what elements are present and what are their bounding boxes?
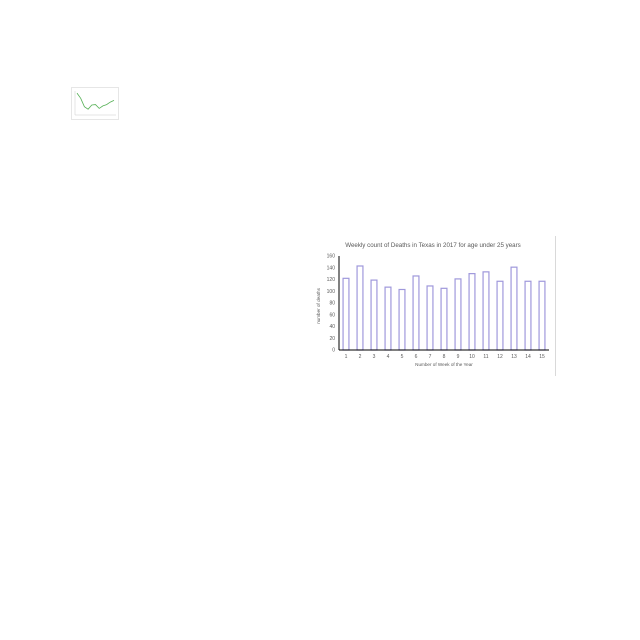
x-tick-label: 6 — [415, 354, 418, 360]
x-tick-label: 14 — [525, 354, 531, 360]
bar-week-15 — [538, 280, 546, 351]
x-tick-label: 10 — [469, 354, 475, 360]
x-tick-label: 9 — [457, 354, 460, 360]
y-tick-label: 160 — [327, 254, 336, 260]
bar-week-7 — [426, 285, 434, 351]
bar-week-14 — [524, 280, 532, 351]
bar-week-10 — [468, 273, 476, 351]
bar-week-8 — [440, 287, 448, 351]
thumbnail-background — [72, 88, 118, 119]
bar-week-9 — [454, 278, 462, 351]
bar-week-2 — [356, 265, 364, 351]
thumbnail-chart — [71, 87, 119, 120]
bars — [342, 265, 546, 351]
x-axis-title: Number of Week of the Year — [415, 362, 473, 367]
y-tick-label: 40 — [329, 324, 335, 330]
x-tick-label: 1 — [345, 354, 348, 360]
y-tick-label: 120 — [327, 277, 336, 283]
x-tick-label: 11 — [483, 354, 488, 360]
y-tick-label: 60 — [329, 312, 335, 318]
x-tick-label: 5 — [401, 354, 404, 360]
x-tick-label: 15 — [539, 354, 545, 360]
bar-week-13 — [510, 266, 518, 351]
y-tick-label: 20 — [329, 336, 335, 342]
bar-week-5 — [398, 288, 406, 351]
thumbnail-line-chart — [72, 88, 118, 119]
x-tick-labels: 1 2 3 4 5 6 7 8 9 10 11 12 13 14 15 — [345, 354, 545, 360]
y-tick-label: 0 — [332, 348, 335, 354]
x-tick-label: 8 — [443, 354, 446, 360]
x-tick-label: 3 — [373, 354, 376, 360]
bar-week-11 — [482, 271, 490, 351]
y-axis-title: number of deaths — [316, 287, 321, 323]
bar-chart-svg: Weekly count of Deaths in Texas in 2017 … — [316, 242, 549, 367]
bar-week-6 — [412, 275, 420, 351]
y-tick-label: 100 — [327, 289, 336, 295]
x-tick-label: 4 — [387, 354, 390, 360]
y-tick-label: 80 — [329, 301, 335, 307]
x-tick-label: 13 — [511, 354, 517, 360]
bar-week-3 — [370, 279, 378, 351]
bar-chart: Weekly count of Deaths in Texas in 2017 … — [312, 236, 556, 376]
bar-week-12 — [496, 280, 504, 351]
bar-week-4 — [384, 286, 392, 351]
y-tick-label: 140 — [327, 265, 336, 271]
y-tick-labels: 0 20 40 60 80 100 120 140 160 — [327, 254, 336, 354]
x-tick-label: 2 — [359, 354, 362, 360]
x-tick-label: 12 — [497, 354, 503, 360]
thumbnail-series-line — [76, 92, 115, 110]
chart-title: Weekly count of Deaths in Texas in 2017 … — [345, 242, 521, 249]
x-tick-label: 7 — [429, 354, 432, 360]
bar-week-1 — [342, 277, 350, 351]
